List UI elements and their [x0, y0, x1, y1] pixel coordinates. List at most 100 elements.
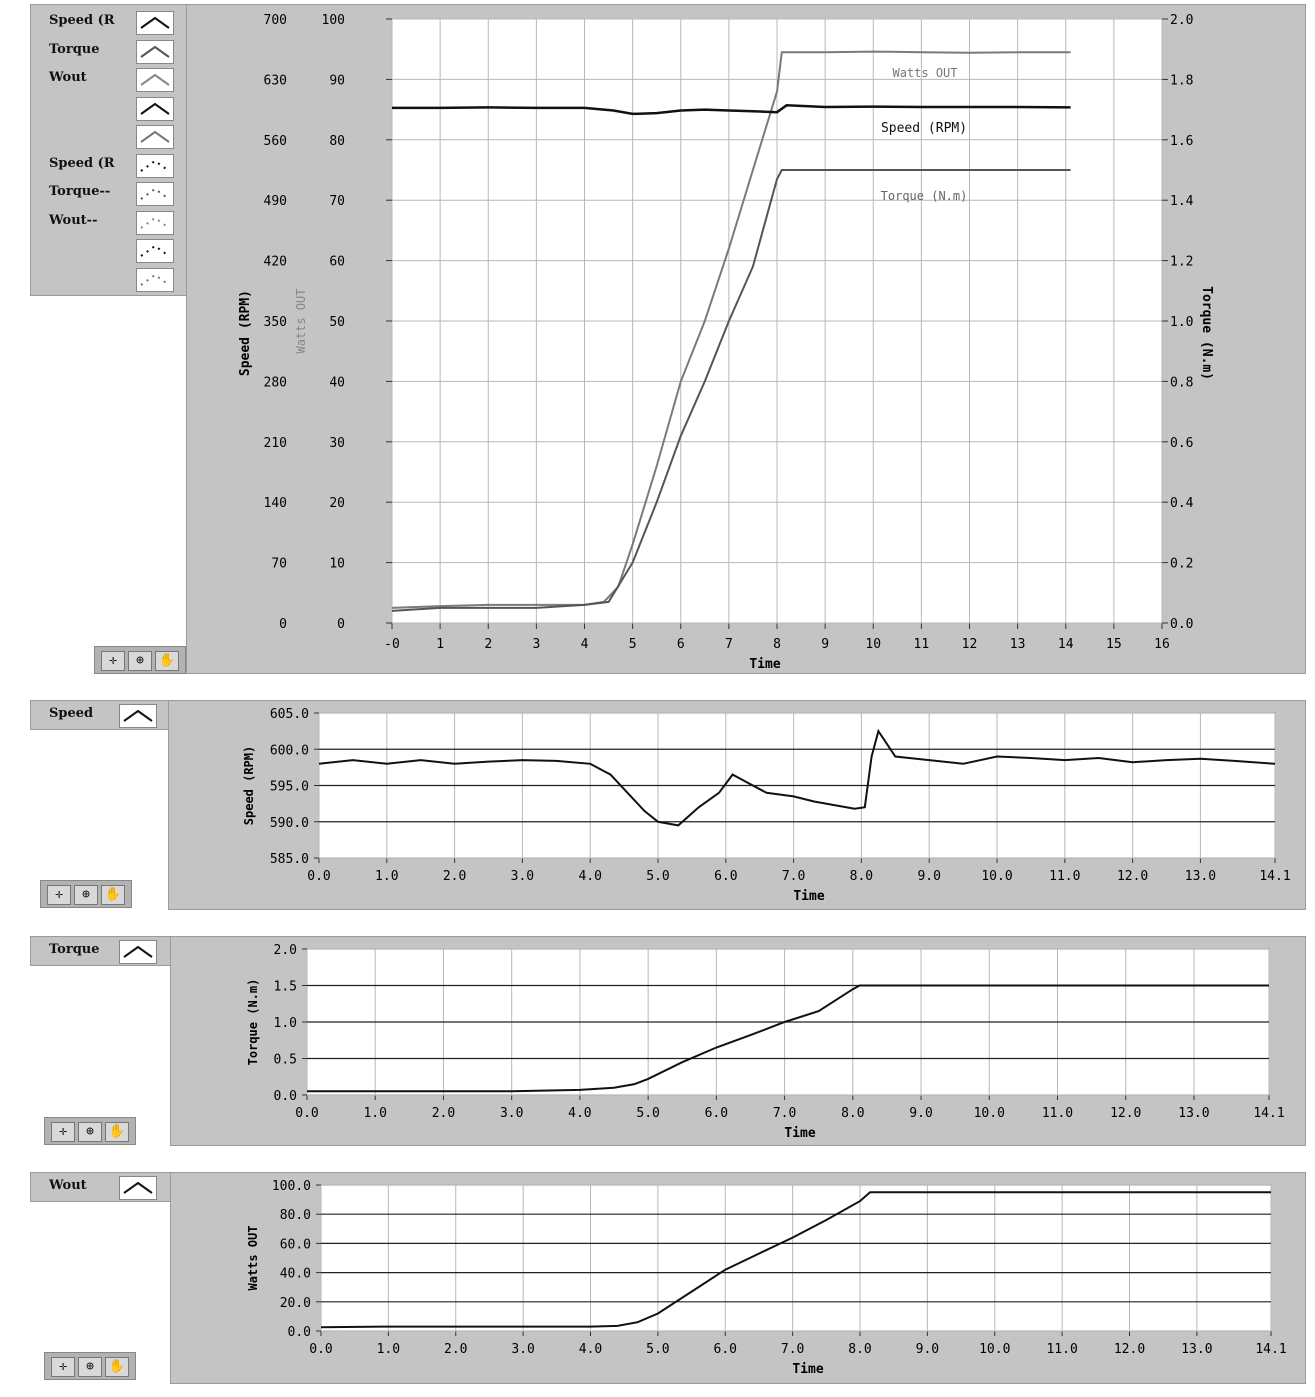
x-tick-label: 8.0	[850, 869, 873, 884]
x-tick-label: 1.0	[363, 1106, 386, 1121]
line-style-icon[interactable]	[136, 39, 174, 64]
legend-row[interactable]: Torque	[31, 938, 191, 964]
line-style-icon[interactable]	[136, 68, 174, 92]
y-tick-label-speed: 700	[264, 13, 287, 28]
hand-icon[interactable]: ✋	[105, 1122, 129, 1142]
wout-graph-tools: ✛ ⊕ ✋	[44, 1352, 136, 1380]
series-line	[320, 1191, 1271, 1329]
y-tick-label: 595.0	[270, 780, 309, 795]
line-style-icon[interactable]	[119, 940, 157, 964]
y-tick-label: 590.0	[270, 816, 309, 831]
legend-row[interactable]	[31, 237, 191, 263]
x-tick-label: 16	[1154, 637, 1170, 652]
speed-legend: Speed	[30, 700, 172, 730]
legend-label: Torque	[49, 41, 100, 57]
crosshair-icon[interactable]: ✛	[51, 1122, 75, 1142]
legend-label: Wout	[49, 70, 87, 85]
y-tick-label: 0.5	[274, 1053, 297, 1068]
x-tick-label: 4.0	[568, 1106, 591, 1121]
legend-row[interactable]	[31, 266, 191, 292]
crosshair-icon[interactable]: ✛	[51, 1357, 75, 1377]
legend-row[interactable]: Speed (R	[31, 152, 191, 178]
x-tick-label: 6.0	[705, 1106, 728, 1121]
y-tick-label-torque: 1.6	[1170, 134, 1193, 149]
y-axis-title: Speed (RPM)	[242, 746, 256, 825]
x-axis-title: Time	[793, 889, 824, 904]
plot-area	[320, 1184, 1272, 1332]
crosshair-icon[interactable]: ✛	[101, 651, 125, 671]
y-tick-label-torque: 1.4	[1170, 194, 1194, 209]
hand-icon[interactable]: ✋	[155, 651, 179, 671]
zoom-icon[interactable]: ⊕	[128, 651, 152, 671]
hand-icon[interactable]: ✋	[101, 885, 125, 905]
speed-chart: 0.0 1.0 2.0 3.0 4.0 5.0 6.0 7.0 8.0 9.0 10.0 11.0 12…	[242, 707, 1291, 904]
line-style-icon[interactable]	[136, 96, 174, 121]
x-tick-label: 3.0	[500, 1106, 523, 1121]
x-tick-label: 1.0	[375, 869, 398, 884]
series-line-speed	[392, 104, 1071, 116]
zoom-icon[interactable]: ⊕	[78, 1357, 102, 1377]
y-tick-label: 0.0	[288, 1325, 311, 1340]
y-tick-label-speed: 70	[271, 557, 287, 572]
legend-row[interactable]: Speed (R	[31, 9, 191, 35]
y-tick-label-watts: 0	[337, 617, 345, 632]
x-tick-label: 12.0	[1110, 1106, 1141, 1121]
y-axis-title-watts: Watts OUT	[294, 288, 308, 353]
zoom-icon[interactable]: ⊕	[74, 885, 98, 905]
x-axis-title: Time	[792, 1362, 823, 1377]
zoom-icon[interactable]: ⊕	[78, 1122, 102, 1142]
crosshair-icon[interactable]: ✛	[47, 885, 71, 905]
line-style-icon[interactable]	[136, 267, 174, 292]
legend-row[interactable]	[31, 95, 191, 121]
legend-row[interactable]	[31, 123, 191, 149]
annotation-speed: Speed (RPM)	[881, 121, 967, 136]
x-tick-label: 14.1	[1259, 869, 1290, 884]
y-tick-label-watts: 40	[329, 375, 345, 390]
line-style-icon[interactable]	[136, 11, 174, 35]
x-tick-label: 14	[1058, 637, 1074, 652]
legend-row[interactable]: Wout--	[31, 209, 191, 235]
legend-row[interactable]: Torque--	[31, 180, 191, 206]
legend-row[interactable]: Speed	[31, 702, 191, 728]
x-tick-label: 2.0	[443, 869, 466, 884]
x-tick-label: 9.0	[916, 1342, 939, 1357]
line-style-icon[interactable]	[136, 125, 174, 149]
hand-icon[interactable]: ✋	[105, 1357, 129, 1377]
annotation-watts: Watts OUT	[892, 66, 957, 80]
annotation-torque: Torque (N.m)	[881, 189, 968, 203]
series-line-torque	[391, 169, 1071, 612]
legend-row[interactable]: Torque	[31, 38, 191, 64]
y-tick-label-speed: 630	[264, 73, 287, 88]
y-tick-label: 1.5	[274, 980, 297, 995]
y-axis-title: Torque (N.m)	[246, 979, 260, 1066]
x-axis-title: Time	[749, 657, 780, 672]
legend-row[interactable]: Wout	[31, 66, 191, 92]
line-style-icon[interactable]	[136, 182, 174, 206]
y-tick-label: 40.0	[280, 1267, 311, 1282]
y-axis-title-speed: Speed (RPM)	[238, 290, 253, 376]
line-style-icon[interactable]	[136, 210, 174, 235]
y-tick-label-torque: 1.2	[1170, 255, 1193, 270]
x-tick-label: 4.0	[578, 869, 601, 884]
line-style-icon[interactable]	[136, 239, 174, 263]
x-tick-label: 0.0	[307, 869, 330, 884]
y-axis-title: Watts OUT	[246, 1225, 260, 1290]
x-tick-label: 11.0	[1046, 1342, 1077, 1357]
y-tick-label-torque: 2.0	[1170, 13, 1193, 28]
top-graph-tools: ✛ ⊕ ✋	[94, 646, 186, 674]
y-tick-label-torque: 0.2	[1170, 557, 1193, 572]
wout-legend: Wout	[30, 1172, 176, 1202]
series-line	[318, 728, 1276, 827]
legend-row[interactable]: Wout	[31, 1174, 191, 1200]
x-tick-label: 5.0	[646, 1342, 669, 1357]
y-tick-label: 1.0	[274, 1016, 297, 1031]
line-style-icon[interactable]	[136, 153, 174, 178]
line-style-icon[interactable]	[119, 1176, 157, 1200]
torque-legend: Torque	[30, 936, 176, 966]
y-tick-label: 100.0	[272, 1179, 311, 1194]
legend-label: Wout--	[49, 212, 98, 228]
wout-graph-panel: 0.0 1.0 2.0 3.0 4.0 5.0 6.0 7.0 8.0 9.0 10.0 11.0 12…	[170, 1172, 1306, 1384]
line-style-icon[interactable]	[119, 704, 157, 728]
y-tick-label-torque: 1.8	[1170, 73, 1193, 88]
